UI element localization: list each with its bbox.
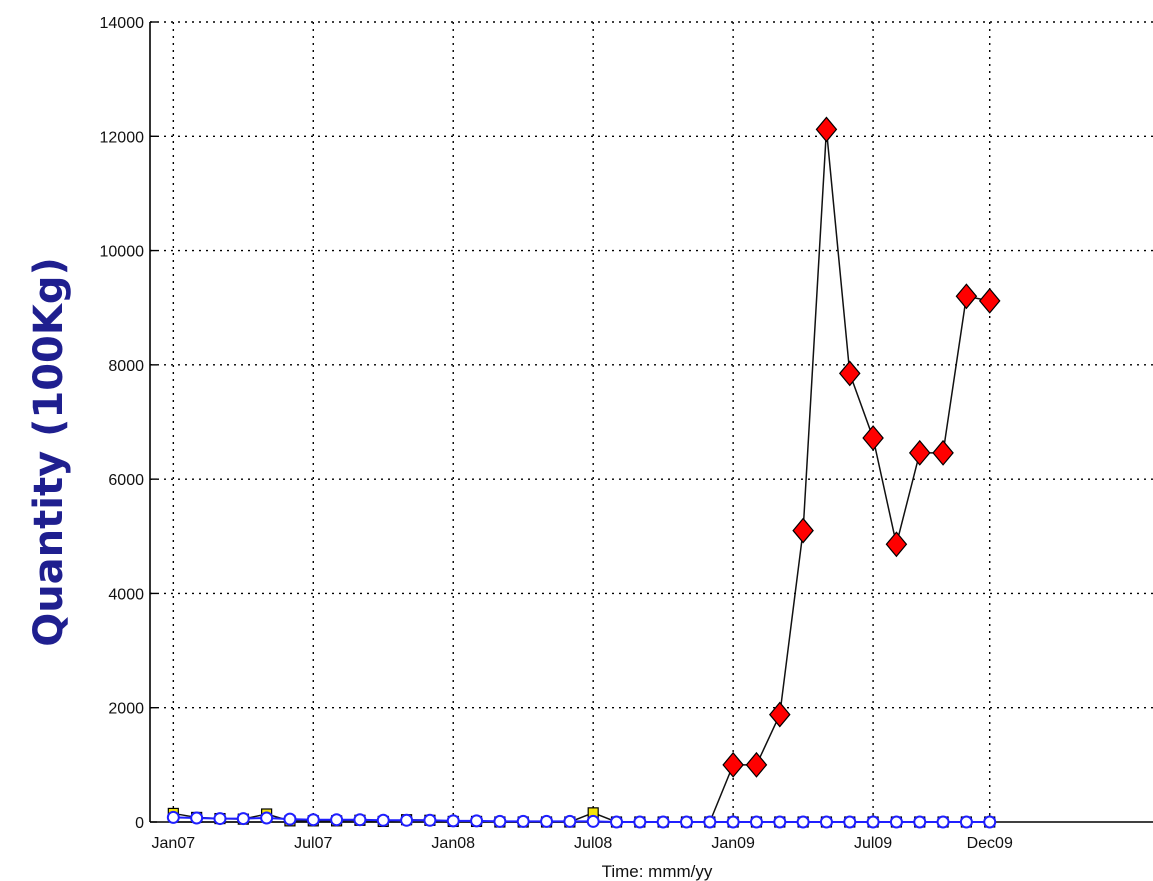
data-point xyxy=(913,815,927,829)
y-axis-title: Quantity (100Kg) xyxy=(26,257,72,647)
data-point xyxy=(283,812,297,826)
data-point xyxy=(703,815,717,829)
data-point xyxy=(796,815,810,829)
data-point xyxy=(819,815,833,829)
data-point xyxy=(866,815,880,829)
data-point xyxy=(889,815,903,829)
y-tick-label: 6000 xyxy=(108,472,144,489)
grid-lines xyxy=(150,21,1153,822)
y-tick-label: 12000 xyxy=(100,129,145,146)
data-point xyxy=(908,439,931,466)
data-point xyxy=(633,815,647,829)
data-point xyxy=(955,283,978,310)
data-point xyxy=(376,813,390,827)
data-point xyxy=(932,439,954,466)
x-tick-label: Jan07 xyxy=(152,835,196,852)
x-axis-title: Time: mmm/yy xyxy=(602,862,713,881)
data-point xyxy=(586,814,600,828)
y-tick-label: 10000 xyxy=(100,244,145,261)
data-point xyxy=(190,811,204,825)
data-point xyxy=(749,815,763,829)
x-tick-label: Dec09 xyxy=(967,835,1013,852)
y-tick-label: 14000 xyxy=(100,15,145,32)
data-point xyxy=(610,815,624,829)
data-point xyxy=(679,815,693,829)
y-tick-label: 0 xyxy=(135,815,144,832)
data-point xyxy=(540,814,554,828)
data-point xyxy=(260,811,274,825)
y-tick-label: 4000 xyxy=(108,586,144,603)
data-point xyxy=(166,810,180,824)
axes xyxy=(149,21,1153,823)
data-point xyxy=(493,814,507,828)
data-point xyxy=(656,815,670,829)
series-circle xyxy=(166,810,997,829)
data-point xyxy=(959,815,973,829)
tick-labels: 0 2000 4000 6000 8000 10000 12000 14000 Jan07 Jul… xyxy=(100,15,1013,852)
data-point xyxy=(722,751,744,778)
x-tick-label: Jan09 xyxy=(711,835,755,852)
data-point xyxy=(353,813,367,827)
data-point xyxy=(213,812,227,826)
data-point xyxy=(400,813,414,827)
data-point xyxy=(843,815,857,829)
data-point xyxy=(838,360,861,387)
data-point xyxy=(516,814,530,828)
data-point xyxy=(773,815,787,829)
data-point xyxy=(306,813,320,827)
data-point xyxy=(236,812,250,826)
data-point xyxy=(983,815,997,829)
series-diamond xyxy=(173,116,1001,823)
data-point xyxy=(885,531,908,558)
data-point xyxy=(470,814,484,828)
data-point xyxy=(563,814,577,828)
data-point xyxy=(815,116,838,143)
data-point xyxy=(936,815,950,829)
data-point xyxy=(745,751,768,778)
data-point xyxy=(726,815,740,829)
data-point xyxy=(769,701,791,728)
x-tick-label: Jan08 xyxy=(431,835,475,852)
x-tick-label: Jul07 xyxy=(294,835,332,852)
data-point xyxy=(330,813,344,827)
data-point xyxy=(446,814,460,828)
y-tick-label: 2000 xyxy=(108,701,144,718)
data-point xyxy=(792,517,814,544)
data-point xyxy=(978,287,1001,314)
series-line xyxy=(173,129,990,823)
data-series xyxy=(166,116,1001,829)
y-tick-label: 8000 xyxy=(108,358,144,375)
data-point xyxy=(862,425,884,451)
x-tick-label: Jul09 xyxy=(854,835,892,852)
data-point xyxy=(423,813,437,827)
x-tick-label: Jul08 xyxy=(574,835,612,852)
